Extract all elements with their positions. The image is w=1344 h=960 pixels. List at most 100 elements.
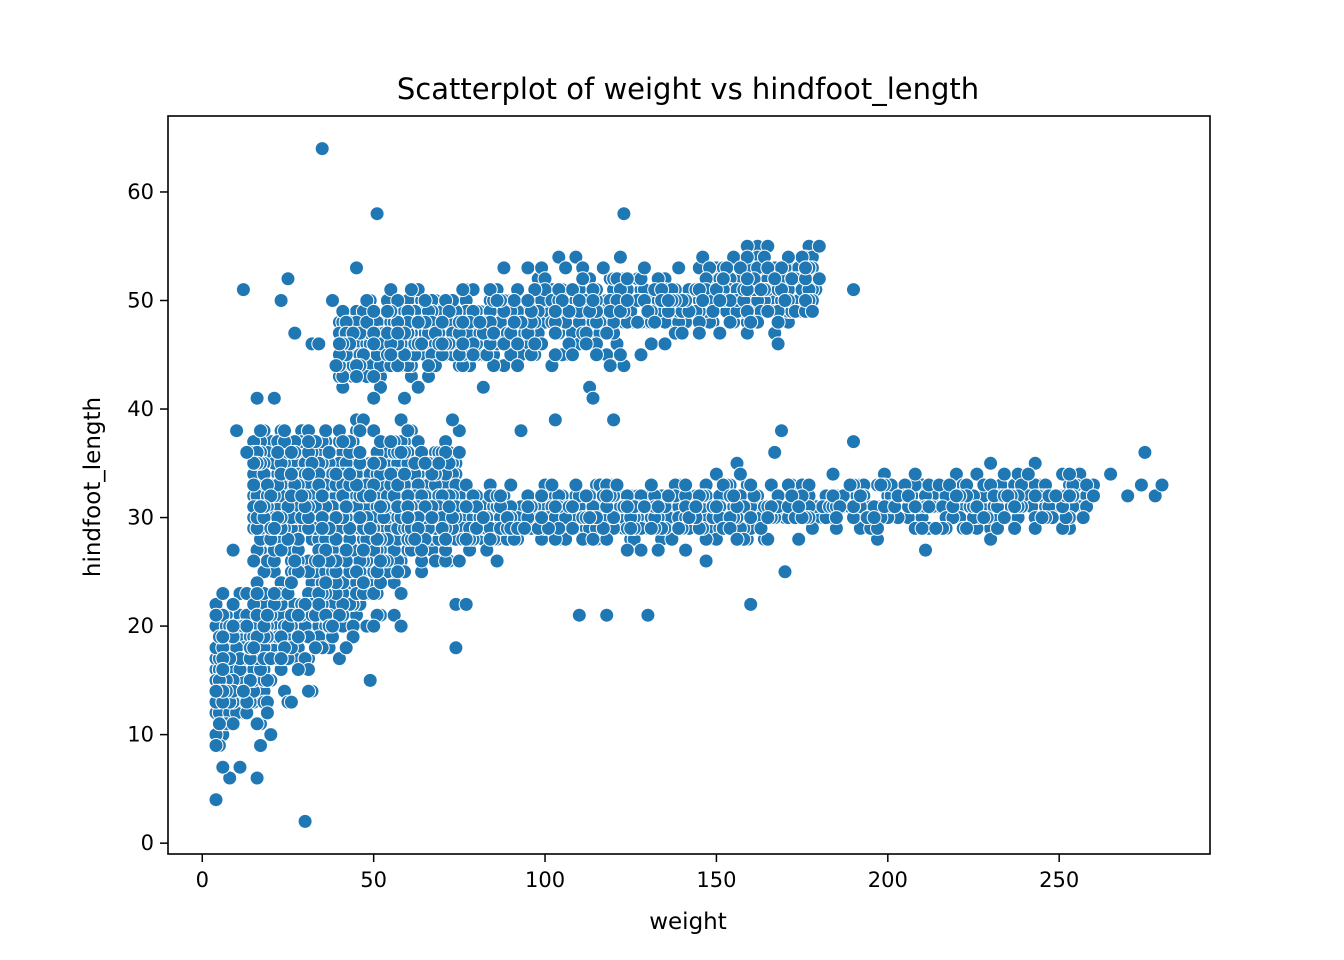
y-tick-label: 30 bbox=[127, 506, 154, 530]
scatter-point bbox=[472, 314, 488, 330]
scatter-point bbox=[390, 477, 406, 493]
scatter-point bbox=[547, 499, 563, 515]
scatter-point bbox=[287, 325, 303, 341]
scatter-point bbox=[650, 499, 666, 515]
y-tick-label: 10 bbox=[127, 723, 154, 747]
scatter-point bbox=[712, 293, 728, 308]
scatter-point bbox=[743, 477, 759, 493]
scatter-point bbox=[342, 466, 358, 482]
scatter-point bbox=[691, 325, 707, 341]
scatter-point bbox=[760, 260, 776, 276]
scatter-point bbox=[301, 683, 316, 699]
scatter-point bbox=[722, 314, 738, 330]
scatter-point bbox=[259, 672, 275, 688]
scatter-point bbox=[366, 336, 382, 352]
scatter-point bbox=[489, 553, 505, 569]
scatter-point bbox=[798, 293, 813, 308]
scatter-point bbox=[722, 520, 738, 536]
scatter-point bbox=[390, 564, 406, 580]
scatter-point bbox=[397, 466, 412, 482]
scatter-point bbox=[455, 282, 471, 298]
scatter-point bbox=[643, 477, 659, 493]
scatter-point bbox=[1027, 455, 1043, 471]
scatter-point bbox=[448, 640, 464, 656]
scatter-point bbox=[547, 303, 563, 319]
scatter-point bbox=[297, 596, 313, 612]
scatter-point bbox=[424, 510, 440, 526]
scatter-point bbox=[671, 260, 687, 276]
scatter-point bbox=[732, 260, 748, 276]
scatter-point bbox=[393, 412, 409, 428]
scatter-point bbox=[239, 618, 255, 634]
scatter-point bbox=[283, 694, 299, 710]
y-axis-label: hindfoot_length bbox=[80, 397, 106, 577]
scatter-point bbox=[301, 434, 316, 450]
scatter-point bbox=[595, 260, 611, 276]
scatter-point bbox=[1034, 510, 1050, 526]
scatter-point bbox=[246, 640, 262, 656]
scatter-point bbox=[314, 488, 330, 504]
scatter-point bbox=[671, 520, 687, 536]
scatter-point bbox=[664, 531, 680, 547]
y-tick-label: 40 bbox=[127, 397, 154, 421]
scatter-point bbox=[1075, 510, 1091, 526]
scatter-point bbox=[547, 412, 563, 428]
scatter-point bbox=[438, 444, 454, 460]
scatter-point bbox=[678, 542, 694, 558]
scatter-point bbox=[743, 314, 759, 330]
scatter-point bbox=[273, 651, 289, 667]
scatter-point bbox=[647, 314, 663, 330]
scatter-point bbox=[1000, 488, 1016, 504]
scatter-point bbox=[369, 206, 385, 222]
scatter-point bbox=[568, 477, 584, 493]
scatter-point bbox=[825, 466, 841, 482]
scatter-point bbox=[349, 477, 364, 493]
scatter-point bbox=[612, 303, 628, 319]
scatter-point bbox=[249, 586, 265, 601]
scatter-point bbox=[328, 466, 344, 482]
scatter-point bbox=[318, 423, 334, 439]
scatter-point bbox=[1120, 488, 1136, 504]
scatter-point bbox=[235, 683, 251, 699]
scatter-point bbox=[907, 466, 923, 482]
scatter-point bbox=[1062, 488, 1077, 504]
scatter-point bbox=[263, 488, 279, 504]
scatter-point bbox=[739, 249, 755, 265]
scatter-point bbox=[506, 293, 522, 308]
scatter-point bbox=[554, 293, 570, 308]
scatter-point bbox=[215, 586, 231, 601]
scatter-point bbox=[208, 738, 224, 753]
scatter-point bbox=[222, 770, 238, 786]
scatter-point bbox=[352, 444, 368, 460]
scatter-point bbox=[253, 423, 268, 439]
scatter-point bbox=[520, 260, 536, 276]
scatter-point bbox=[338, 542, 354, 558]
scatter-point bbox=[246, 455, 262, 471]
scatter-point bbox=[287, 553, 303, 569]
y-tick-label: 0 bbox=[141, 831, 154, 855]
scatter-point bbox=[469, 520, 484, 536]
scatter-point bbox=[366, 390, 382, 406]
scatter-point bbox=[458, 596, 474, 612]
scatter-point bbox=[688, 499, 704, 515]
scatter-point bbox=[633, 542, 649, 558]
x-axis-ticks: 0 50 100 150 200 250 bbox=[196, 854, 1079, 892]
scatter-point bbox=[290, 662, 306, 677]
scatter-point bbox=[373, 499, 388, 515]
scatter-point bbox=[846, 282, 861, 298]
scatter-point bbox=[373, 379, 388, 395]
scatter-point bbox=[990, 520, 1005, 536]
data-points bbox=[208, 141, 1170, 829]
scatter-point bbox=[280, 271, 296, 287]
scatter-point bbox=[1062, 466, 1077, 482]
scatter-point bbox=[623, 520, 639, 536]
scatter-point bbox=[506, 314, 522, 330]
scatter-point bbox=[328, 531, 344, 547]
scatter-point bbox=[585, 293, 601, 308]
scatter-point bbox=[489, 293, 505, 308]
scatter-point bbox=[359, 314, 375, 330]
scatter-point bbox=[784, 271, 800, 287]
scatter-point bbox=[640, 607, 656, 623]
scatter-point bbox=[565, 499, 580, 515]
scatter-point bbox=[283, 466, 299, 482]
